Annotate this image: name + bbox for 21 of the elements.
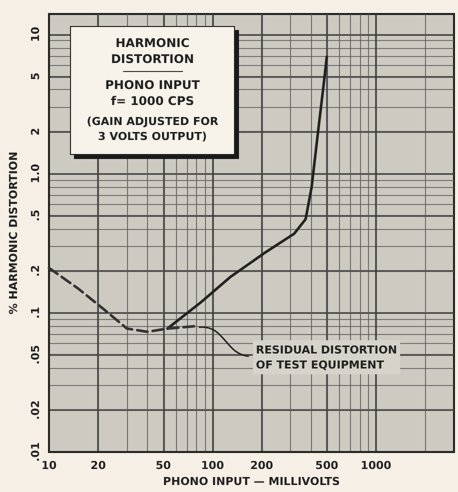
y-tick-label: .02 [29, 400, 42, 420]
y-tick-label: 1.0 [29, 163, 42, 184]
x-tick-label: 20 [90, 459, 106, 472]
y-tick-label: .2 [29, 264, 42, 277]
x-tick-label: 500 [315, 459, 339, 472]
x-tick-label: 200 [250, 459, 274, 472]
x-tick-label: 50 [156, 459, 172, 472]
x-axis-title: PHONO INPUT — MILLIVOLTS [163, 474, 340, 488]
y-axis-title: % HARMONIC DISTORTION [7, 152, 20, 314]
y-tick-label: 2 [29, 128, 42, 136]
y-tick-label: .1 [29, 306, 42, 319]
x-tick-label: 100 [201, 459, 224, 472]
y-tick-label: 5 [29, 72, 42, 80]
y-tick-label: .5 [29, 210, 42, 222]
y-tick-label: 10 [29, 26, 42, 42]
y-tick-label: .01 [29, 442, 42, 462]
y-tick-label: .05 [29, 344, 42, 364]
annotation: RESIDUAL DISTORTION OF TEST EQUIPMENT [256, 343, 398, 372]
x-tick-label: 1000 [360, 459, 392, 472]
annotation: (GAIN ADJUSTED FOR 3 VOLTS OUTPUT) [86, 115, 220, 144]
x-tick-label: 10 [41, 459, 57, 472]
